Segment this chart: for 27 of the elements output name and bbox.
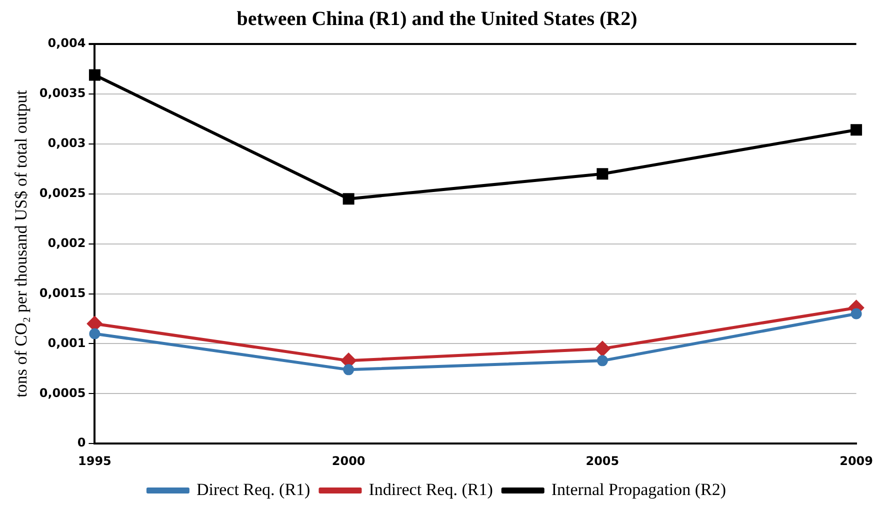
y-tick-label: 0,0005 — [39, 386, 86, 400]
y-tick-label: 0,004 — [48, 36, 86, 50]
y-tick-label: 0 — [77, 436, 86, 450]
point — [850, 308, 862, 320]
x-tick-label: 2005 — [586, 454, 620, 468]
y-tick-label: 0,0015 — [39, 286, 86, 300]
point — [594, 341, 610, 356]
point — [89, 328, 100, 340]
point — [88, 69, 100, 81]
legend-label: Direct Req. (R1) — [196, 480, 310, 499]
point — [850, 124, 862, 136]
point — [596, 168, 608, 180]
y-tick-label: 0,0035 — [39, 86, 86, 100]
y-tick-label: 0,0025 — [39, 186, 86, 200]
x-tick-label: 1995 — [78, 454, 112, 468]
point — [342, 193, 354, 205]
x-tick-label: 2000 — [332, 454, 366, 468]
point — [343, 364, 354, 376]
y-tick-label: 0,003 — [48, 136, 86, 150]
point — [596, 355, 608, 366]
legend-label: Internal Propagation (R2) — [551, 480, 726, 499]
chart-title: between China (R1) and the United States (R2) — [236, 8, 638, 30]
y-axis-title: tons of CO₂ per thousand US$ of total output — [12, 90, 31, 398]
legend-label: Indirect Req. (R1) — [368, 480, 493, 499]
y-tick-label: 0,002 — [48, 236, 86, 250]
y-tick-label: 0,001 — [48, 336, 86, 350]
x-tick-label: 2009 — [840, 454, 874, 468]
